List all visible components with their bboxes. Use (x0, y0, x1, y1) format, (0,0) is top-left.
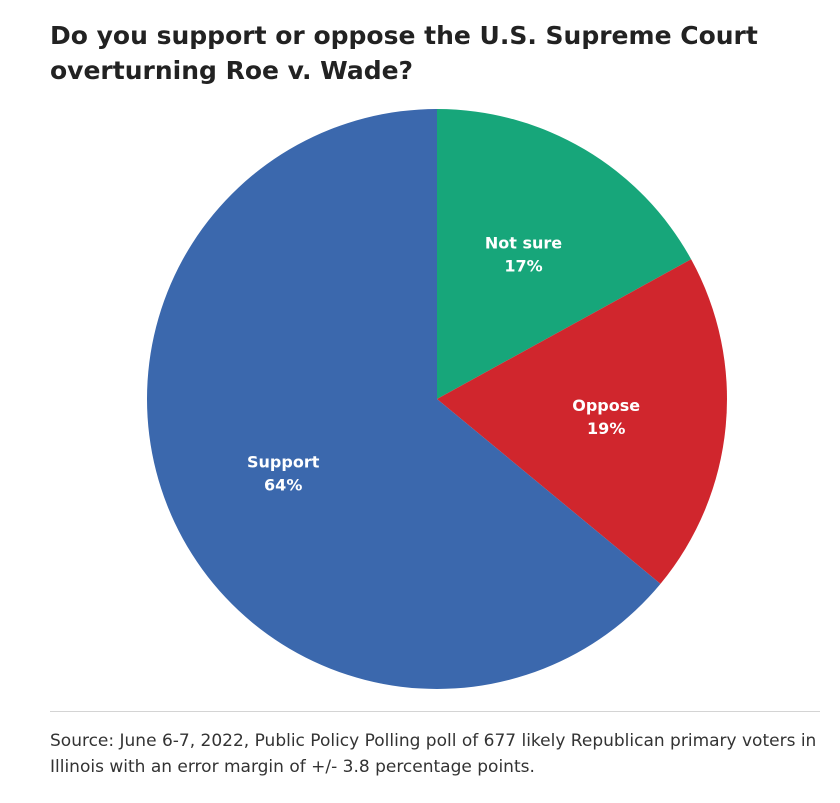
pie-slice-not-sure (437, 109, 692, 399)
divider (50, 711, 820, 712)
pie-slice-oppose (437, 259, 728, 584)
slice-label-oppose: Oppose (572, 396, 640, 415)
slice-value-oppose: 19% (587, 419, 625, 438)
slice-value-not-sure: 17% (504, 257, 542, 276)
source-note: Source: June 6-7, 2022, Public Policy Po… (50, 731, 817, 777)
slice-value-support: 64% (264, 475, 302, 494)
pie-slice-support (146, 109, 661, 690)
slice-label-support: Support (247, 452, 320, 471)
chart-title: Do you support or oppose the U.S. Suprem… (50, 21, 758, 85)
slice-label-not-sure: Not sure (485, 234, 562, 253)
